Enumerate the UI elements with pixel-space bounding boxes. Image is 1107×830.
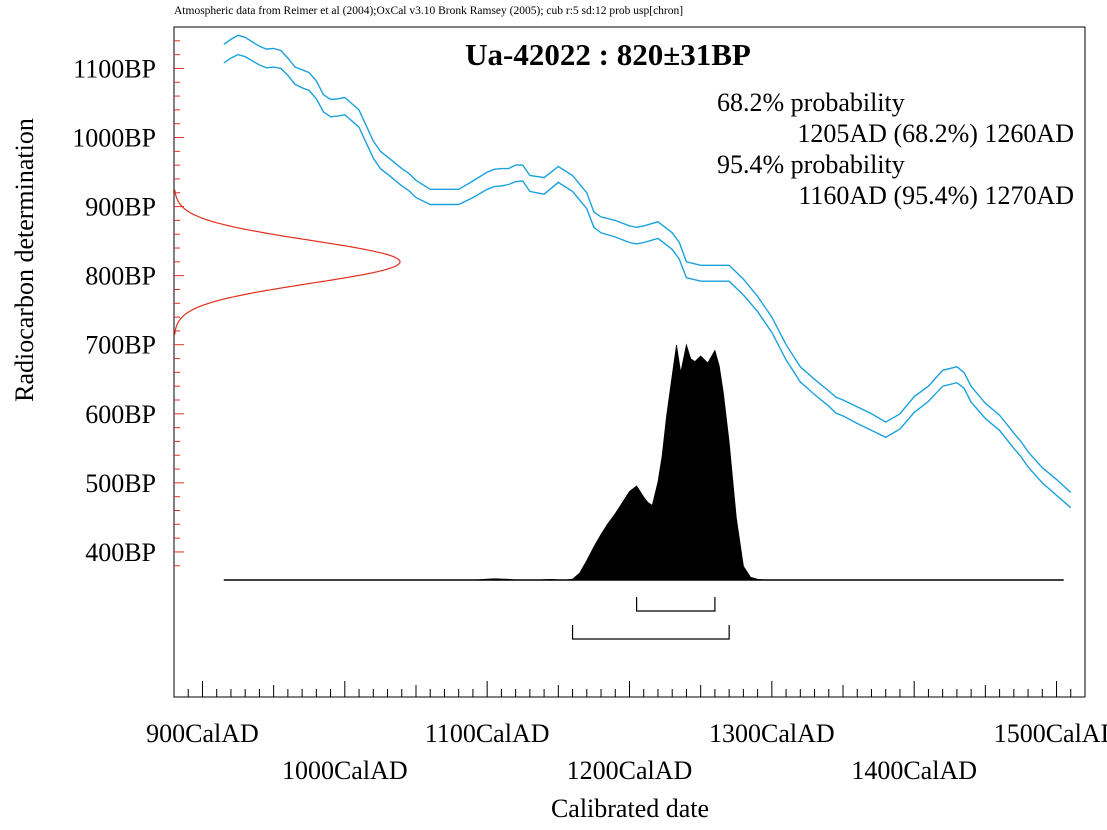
y-tick-label: 1000BP — [72, 124, 156, 153]
prob-68-label: 68.2% probability — [717, 88, 905, 117]
calibrated-probability-area — [223, 343, 1064, 581]
y-axis-label: Radiocarbon determination — [10, 118, 39, 402]
range-bracket-68 — [636, 597, 716, 612]
y-tick-label: 800BP — [85, 262, 156, 291]
probability-range-brackets — [571, 597, 730, 640]
range-bracket-95 — [571, 625, 730, 640]
calibration-curve — [223, 34, 1072, 509]
probability-legend: 68.2% probability 1205AD (68.2%) 1260AD … — [717, 88, 1074, 210]
y-tick-label: 600BP — [85, 400, 156, 429]
y-tick-label: 900BP — [85, 193, 156, 222]
prob-95-range: 1160AD (95.4%) 1270AD — [798, 181, 1074, 210]
x-axis: 900CalAD 1000CalAD 1100CalAD 1200CalAD 1300C… — [146, 681, 1107, 785]
x-tick-label: 900CalAD — [146, 719, 259, 748]
prob-95-label: 95.4% probability — [717, 150, 905, 179]
chart-title: Ua-42022 : 820±31BP — [465, 37, 751, 72]
x-tick-label: 1000CalAD — [282, 756, 408, 785]
x-tick-label: 1100CalAD — [425, 719, 550, 748]
calibrated-distribution — [223, 343, 1064, 581]
y-tick-label: 400BP — [85, 538, 156, 567]
calibration-curve-lower — [223, 53, 1072, 509]
x-tick-label: 1400CalAD — [851, 756, 977, 785]
x-tick-label: 1300CalAD — [709, 719, 835, 748]
y-tick-label: 700BP — [85, 331, 156, 360]
radiocarbon-distribution — [174, 189, 401, 335]
radiocarbon-gaussian — [174, 189, 401, 335]
x-tick-label: 1200CalAD — [567, 756, 693, 785]
calibration-curve-upper — [223, 34, 1072, 494]
x-tick-label: 1500CalAD — [994, 719, 1107, 748]
y-tick-label: 1100BP — [73, 54, 156, 83]
y-tick-label: 500BP — [85, 469, 156, 498]
y-axis: 1100BP 1000BP 900BP 800BP 700BP 600BP 500BP 400… — [72, 40, 184, 567]
source-note: Atmospheric data from Reimer et al (2004… — [174, 5, 683, 17]
prob-68-range: 1205AD (68.2%) 1260AD — [797, 119, 1074, 148]
x-axis-label: Calibrated date — [551, 794, 709, 823]
